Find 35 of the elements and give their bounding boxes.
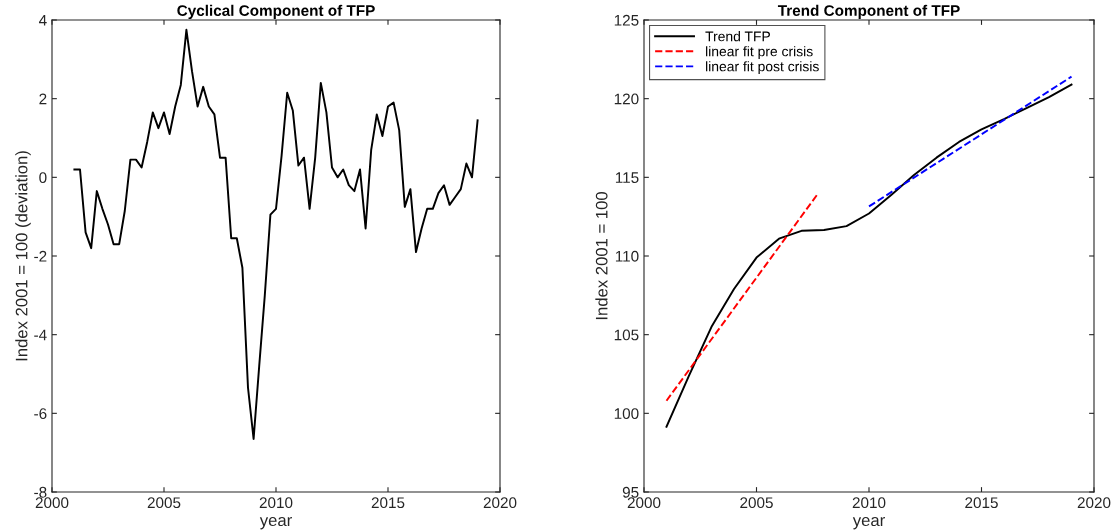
- x-axis-title: year: [852, 516, 885, 530]
- x-tick-label: 2000: [627, 497, 661, 509]
- y-axis-title: Index 2001 = 100 (deviation): [15, 151, 31, 361]
- x-tick-label: 2010: [852, 497, 886, 509]
- x-tick-label: 2015: [965, 497, 998, 509]
- y-tick-label: 115: [615, 172, 639, 184]
- y-tick-label: 95: [622, 486, 639, 498]
- y-tick-label: -6: [34, 408, 47, 420]
- y-tick-label: 0: [39, 172, 47, 184]
- y-tick-label: -8: [34, 486, 47, 498]
- x-axis-title: year: [259, 516, 292, 530]
- x-tick-label: 2005: [147, 497, 181, 509]
- x-tick-label: 2010: [259, 497, 293, 509]
- y-tick-label: -2: [34, 250, 47, 262]
- y-tick-label: -4: [34, 329, 47, 341]
- line-series: [665, 83, 1073, 428]
- y-tick-label: 4: [38, 15, 47, 26]
- chart-title: Trend Component of TFP: [777, 4, 960, 19]
- y-tick-label: 125: [614, 14, 639, 26]
- y-tick-label: 110: [615, 250, 639, 262]
- x-tick-label: 2020: [1077, 497, 1111, 509]
- y-tick-label: 100: [614, 408, 639, 420]
- legend-label: linear fit post crisis: [706, 61, 819, 75]
- x-tick-label: 2015: [371, 497, 405, 509]
- y-axis-title: Index 2001 = 100: [595, 192, 608, 320]
- line-series: [73, 28, 479, 440]
- chart-title: Cyclical Component of TFP: [177, 4, 375, 19]
- legend-label: linear fit pre crisis: [706, 46, 813, 60]
- y-tick-label: 105: [614, 329, 639, 341]
- x-tick-label: 2020: [483, 497, 517, 509]
- x-tick-label: 2000: [35, 497, 69, 509]
- y-tick-label: 120: [614, 93, 639, 105]
- legend-label: Trend TFP: [705, 31, 770, 42]
- y-tick-label: 2: [39, 93, 47, 105]
- x-tick-label: 2005: [740, 497, 773, 509]
